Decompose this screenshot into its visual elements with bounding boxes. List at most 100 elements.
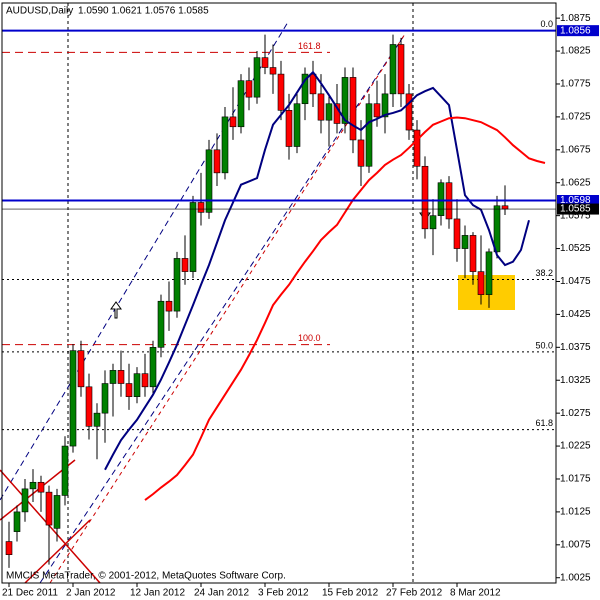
candle-body <box>461 235 469 249</box>
x-tick-label: 12 Jan 2012 <box>130 588 185 599</box>
candle-body <box>5 541 13 555</box>
fib-label: 0.0 <box>540 19 553 29</box>
y-tick-label: 1.0725 <box>560 112 591 123</box>
candle-body <box>469 235 477 272</box>
candle-body <box>221 116 229 174</box>
fib-label: 38.2 <box>535 268 553 278</box>
y-tick-label: 1.0075 <box>560 539 591 550</box>
candle-body <box>421 165 429 230</box>
price-box-label: 1.0856 <box>560 25 591 36</box>
price-box <box>557 195 599 207</box>
candle-body <box>477 271 485 295</box>
y-tick-label: 1.0275 <box>560 408 591 419</box>
x-tick-label: 2 Jan 2012 <box>66 588 116 599</box>
candle-body <box>365 103 373 167</box>
candle-body <box>349 77 357 141</box>
fib-extension-label: 100.0 <box>298 333 321 343</box>
candle-body <box>389 44 397 95</box>
x-tick-label: 24 Jan 2012 <box>194 588 249 599</box>
y-tick-label: 1.0325 <box>560 375 591 386</box>
candle-body <box>197 202 205 213</box>
candle-body <box>253 57 261 98</box>
candle-body <box>381 93 389 118</box>
candle-body <box>29 481 37 490</box>
y-tick-label: 1.0575 <box>560 210 591 221</box>
chart-title: AUDUSD,Daily <box>6 6 73 17</box>
candle-body <box>413 129 421 167</box>
up-arrow <box>110 301 122 319</box>
candle-body <box>501 205 509 210</box>
candle-body <box>181 258 189 272</box>
y-tick-label: 1.0175 <box>560 474 591 485</box>
candle-body <box>13 511 21 532</box>
candle-body <box>453 218 461 249</box>
x-tick-label: 8 Mar 2012 <box>450 588 501 599</box>
x-tick-label: 21 Dec 2011 <box>2 588 58 599</box>
candle-body <box>117 370 125 384</box>
candle-body <box>437 182 445 216</box>
candle-body <box>229 116 237 128</box>
y-tick-label: 1.0425 <box>560 309 591 320</box>
candle-body <box>277 73 285 111</box>
y-tick-label: 1.0125 <box>560 507 591 518</box>
candle-body <box>125 383 133 397</box>
drawn-line <box>0 469 101 584</box>
x-tick-label: 3 Feb 2012 <box>258 588 309 599</box>
candle-body <box>77 350 85 388</box>
candle-body <box>157 300 165 348</box>
candle-body <box>373 103 381 118</box>
candle-body <box>269 67 277 75</box>
candle-body <box>285 110 293 147</box>
candle-body <box>301 73 309 105</box>
candle-body <box>69 350 77 447</box>
fib-extension-label: 161.8 <box>298 41 321 51</box>
candle-body <box>405 93 413 131</box>
candle-body <box>37 481 45 493</box>
price-box <box>557 203 599 215</box>
candle-body <box>53 495 61 529</box>
candle-body <box>93 412 101 427</box>
candle-body <box>309 73 317 95</box>
plot-border <box>1 2 557 584</box>
y-tick-label: 1.0375 <box>560 342 591 353</box>
ohlc-label: 1.0590 1.0621 1.0576 1.0585 <box>78 6 209 17</box>
x-tick-label: 27 Feb 2012 <box>386 588 443 599</box>
candle-body <box>397 44 405 95</box>
fib-label: 50.0 <box>535 340 553 350</box>
y-tick-label: 1.0475 <box>560 276 591 287</box>
candle-body <box>485 251 493 295</box>
price-box-label: 1.0585 <box>560 204 591 215</box>
y-tick-label: 1.0525 <box>560 243 591 254</box>
candle-body <box>493 205 501 253</box>
candle-body <box>317 93 325 121</box>
candle-body <box>165 300 173 312</box>
footer: MMCIS MetaTrader, © 2001-2012, MetaQuote… <box>6 571 286 582</box>
candle-body <box>357 139 365 167</box>
indicator-line <box>104 70 530 471</box>
candle-body <box>149 347 157 388</box>
candle-body <box>45 491 53 526</box>
candle-body <box>61 445 69 496</box>
y-tick-label: 1.0875 <box>560 13 591 24</box>
candle-body <box>109 370 117 384</box>
price-box <box>557 25 599 37</box>
candle-body <box>21 488 29 513</box>
y-tick-label: 1.0825 <box>560 46 591 57</box>
candle-body <box>173 258 181 312</box>
candle-body <box>237 80 245 128</box>
y-tick-label: 1.0775 <box>560 79 591 90</box>
candle-body <box>133 373 141 397</box>
price-box-label: 1.0598 <box>560 195 591 206</box>
candle-body <box>245 80 253 98</box>
plot: 0.0 38.2 50.0 61.8 161.8 100.0 <box>2 19 556 568</box>
y-tick-label: 1.0225 <box>560 441 591 452</box>
candle-body <box>101 383 109 414</box>
channel-line <box>49 33 406 584</box>
x-tick-label: 15 Feb 2012 <box>322 588 379 599</box>
candle-body <box>325 103 333 121</box>
candle-body <box>85 386 93 427</box>
candle-body <box>429 215 437 230</box>
candle-body <box>293 103 301 147</box>
